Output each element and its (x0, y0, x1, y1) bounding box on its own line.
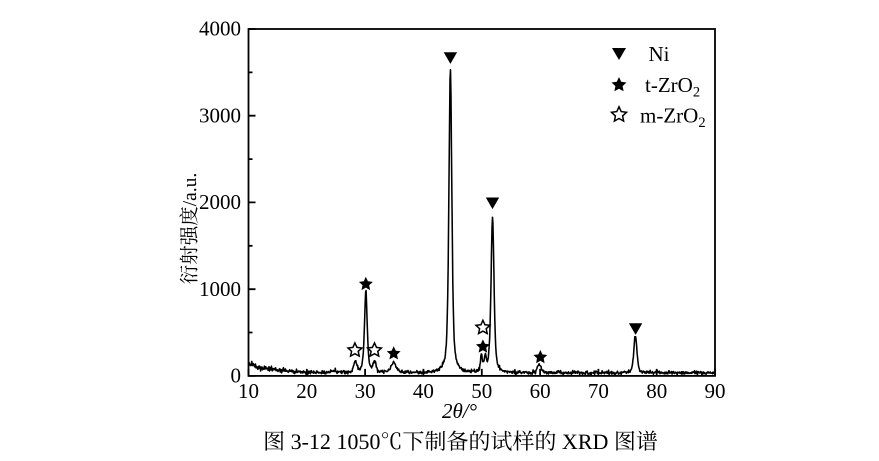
svg-text:60: 60 (530, 379, 551, 403)
svg-text:1000: 1000 (199, 277, 241, 301)
svg-text:40: 40 (413, 379, 434, 403)
svg-text:0: 0 (231, 364, 242, 388)
svg-text:20: 20 (296, 379, 317, 403)
svg-text:80: 80 (646, 379, 667, 403)
svg-text:2θ/°: 2θ/° (442, 399, 478, 423)
svg-text:4000: 4000 (199, 17, 241, 41)
svg-text:70: 70 (588, 379, 609, 403)
svg-text:30: 30 (355, 379, 376, 403)
svg-text:10: 10 (238, 379, 259, 403)
svg-text:3000: 3000 (199, 103, 241, 127)
svg-text:90: 90 (705, 379, 726, 403)
svg-text:m-ZrO2: m-ZrO2 (640, 103, 706, 130)
svg-text:t-ZrO2: t-ZrO2 (645, 73, 700, 101)
svg-text:50: 50 (471, 379, 492, 403)
svg-text:Ni: Ni (649, 42, 670, 66)
svg-text:2000: 2000 (199, 190, 241, 214)
